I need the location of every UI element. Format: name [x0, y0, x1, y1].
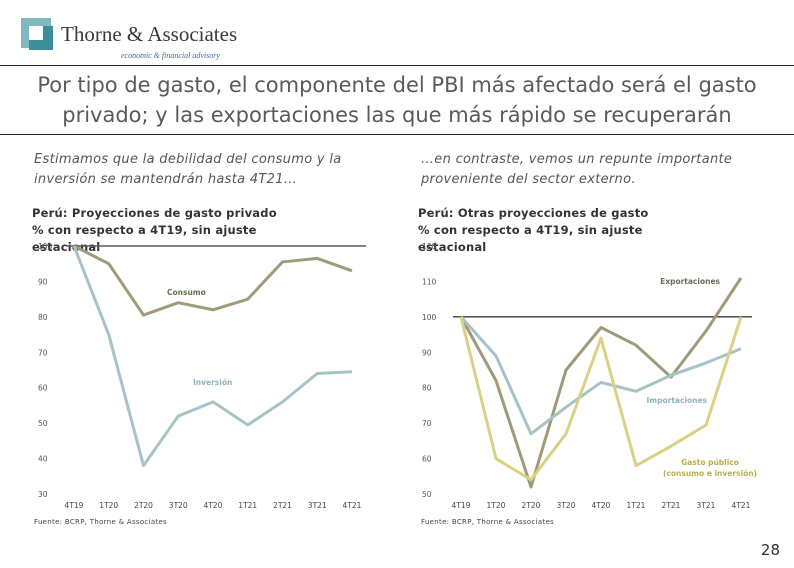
y-tick-label: 110	[422, 277, 437, 286]
y-tick-label: 100	[422, 313, 437, 322]
y-tick-label: 50	[38, 419, 48, 428]
x-tick-label: 2T21	[662, 501, 681, 510]
y-tick-label: 100	[38, 242, 53, 251]
y-tick-label: 90	[38, 277, 48, 286]
series-line-inversion	[72, 245, 353, 468]
y-tick-label: 60	[38, 384, 48, 393]
y-tick-label: 70	[38, 348, 48, 357]
x-tick-label: 1T20	[99, 501, 118, 510]
left-chart-title-main: Perú: Proyecciones de gasto privado	[32, 206, 277, 220]
y-tick-label: 30	[38, 490, 48, 499]
left-chart-title: Perú: Proyecciones de gasto privado % co…	[32, 205, 302, 256]
series-label-exportaciones: Exportaciones	[660, 277, 720, 286]
left-subtitle: Estimamos que la debilidad del consumo y…	[34, 152, 342, 187]
logo: Thorne & Associates economic & financial…	[21, 18, 261, 62]
series-label-gasto-publico: Gasto público	[681, 458, 739, 467]
title-band: Por tipo de gasto, el componente del PBI…	[0, 65, 794, 135]
right-chart-title-main: Perú: Otras proyecciones de gasto	[418, 206, 649, 220]
y-tick-label: 80	[38, 313, 48, 322]
series-line-consumo	[73, 244, 353, 317]
right-chart-title: Perú: Otras proyecciones de gasto % con …	[418, 205, 658, 256]
right-chart: 50 60 70 80 90 100 110 120 4T19 1T20 2T20 3T20 4T20 1…	[422, 242, 757, 510]
series-label-consumo-e-inversion: (consumo e inversión)	[663, 469, 757, 478]
logo-tagline: economic & financial advisory	[121, 51, 220, 60]
x-tick-label: 4T19	[65, 501, 84, 510]
logo-name: Thorne & Associates	[61, 22, 238, 46]
x-tick-label: 4T20	[592, 501, 611, 510]
y-tick-label: 90	[422, 348, 432, 357]
y-tick-label: 40	[38, 455, 48, 464]
right-subtitle: …en contraste, vemos un repunte importan…	[421, 152, 733, 187]
x-tick-label: 4T20	[204, 501, 223, 510]
page-number: 28	[760, 541, 780, 559]
series-label-importaciones: Importaciones	[646, 396, 707, 405]
x-tick-label: 2T20	[134, 501, 153, 510]
x-tick-label: 4T21	[732, 501, 751, 510]
series-line-exportaciones	[459, 277, 743, 489]
y-tick-label: 120	[422, 242, 437, 251]
x-tick-label: 3T20	[557, 501, 576, 510]
x-tick-label: 1T21	[238, 501, 257, 510]
right-source: Fuente: BCRP, Thorne & Associates	[421, 518, 555, 526]
x-tick-label: 1T20	[487, 501, 506, 510]
y-tick-label: 50	[422, 490, 432, 499]
x-tick-label: 3T21	[308, 501, 327, 510]
x-tick-label: 2T20	[522, 501, 541, 510]
left-source: Fuente: BCRP, Thorne & Associates	[34, 518, 168, 526]
series-line-gasto-publico-consumo-e-inversion	[459, 316, 743, 482]
series-label-inversion: Inversión	[193, 378, 232, 387]
y-tick-label: 80	[422, 384, 432, 393]
x-tick-label: 1T21	[627, 501, 646, 510]
series-label-consumo: Consumo	[167, 288, 206, 297]
right-chart-title-sub: % con respecto a 4T19, sin ajuste estaci…	[418, 223, 643, 254]
left-chart: 30 40 50 60 70 80 90 100 4T19 1T20 2T20 3T20 4T20 1T2…	[38, 242, 366, 510]
logo-mark-icon	[21, 18, 53, 50]
y-tick-label: 60	[422, 455, 432, 464]
x-tick-label: 2T21	[273, 501, 292, 510]
x-tick-label: 3T21	[697, 501, 716, 510]
page-title: Por tipo de gasto, el componente del PBI…	[37, 73, 757, 127]
x-tick-label: 4T19	[452, 501, 471, 510]
x-tick-label: 4T21	[343, 501, 362, 510]
x-tick-label: 3T20	[169, 501, 188, 510]
y-tick-label: 70	[422, 419, 432, 428]
series-line-importaciones	[459, 315, 742, 436]
